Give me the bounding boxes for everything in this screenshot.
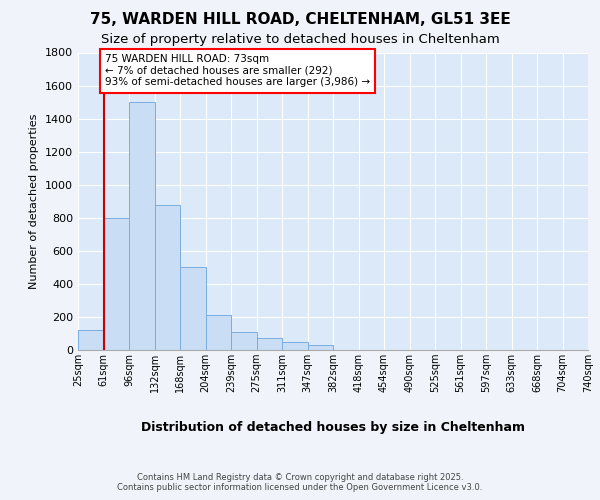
Bar <box>155 204 180 350</box>
Bar <box>78 330 104 350</box>
Text: Size of property relative to detached houses in Cheltenham: Size of property relative to detached ho… <box>101 32 499 46</box>
Text: Contains HM Land Registry data © Crown copyright and database right 2025.
Contai: Contains HM Land Registry data © Crown c… <box>118 473 482 492</box>
Y-axis label: Number of detached properties: Number of detached properties <box>29 114 40 289</box>
Text: 75, WARDEN HILL ROAD, CHELTENHAM, GL51 3EE: 75, WARDEN HILL ROAD, CHELTENHAM, GL51 3… <box>89 12 511 28</box>
Bar <box>308 345 333 350</box>
Text: Distribution of detached houses by size in Cheltenham: Distribution of detached houses by size … <box>141 421 525 434</box>
Text: 75 WARDEN HILL ROAD: 73sqm
← 7% of detached houses are smaller (292)
93% of semi: 75 WARDEN HILL ROAD: 73sqm ← 7% of detac… <box>105 54 370 88</box>
Bar <box>282 342 308 350</box>
Bar <box>104 218 129 350</box>
Bar <box>180 268 205 350</box>
Bar <box>257 338 282 350</box>
Bar <box>205 316 231 350</box>
Bar <box>231 332 257 350</box>
Bar <box>129 102 155 350</box>
